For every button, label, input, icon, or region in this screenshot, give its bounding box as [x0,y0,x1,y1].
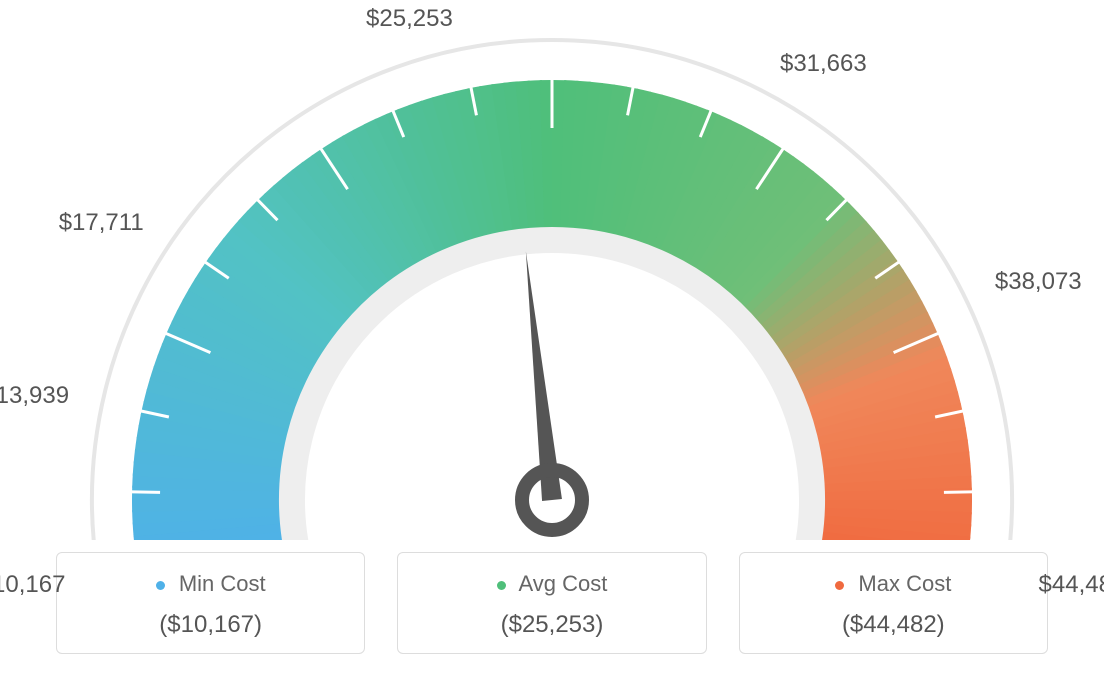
legend-value-max: ($44,482) [750,611,1037,639]
legend-dot-avg [497,581,506,590]
legend-label-avg: Avg Cost [519,571,608,596]
legend-title-max: Max Cost [750,571,1037,597]
legend-dot-max [835,581,844,590]
gauge-tick-label: $17,711 [59,209,144,237]
gauge-tick-label: $10,167 [0,571,65,599]
legend-title-min: Min Cost [67,571,354,597]
legend-value-avg: ($25,253) [408,611,695,639]
gauge-area: $10,167$13,939$17,711$25,253$31,663$38,0… [0,0,1104,540]
legend-label-min: Min Cost [179,571,266,596]
gauge-tick-label: $44,482 [1039,571,1104,599]
gauge-tick-label: $13,939 [0,382,69,410]
legend: Min Cost ($10,167) Avg Cost ($25,253) Ma… [0,540,1104,654]
legend-card-avg: Avg Cost ($25,253) [397,552,706,654]
cost-gauge-widget: $10,167 $13,939 $17,711 $25,253 $31,663 $38,0… [0,0,1104,690]
legend-card-min: Min Cost ($10,167) [56,552,365,654]
gauge-tick-label: $25,253 [366,5,453,33]
gauge-tick-label: $38,073 [995,268,1082,296]
legend-card-max: Max Cost ($44,482) [739,552,1048,654]
legend-title-avg: Avg Cost [408,571,695,597]
legend-dot-min [156,581,165,590]
legend-label-max: Max Cost [858,571,951,596]
gauge-chart [0,0,1104,540]
gauge-tick-label: $31,663 [780,50,867,78]
legend-value-min: ($10,167) [67,611,354,639]
